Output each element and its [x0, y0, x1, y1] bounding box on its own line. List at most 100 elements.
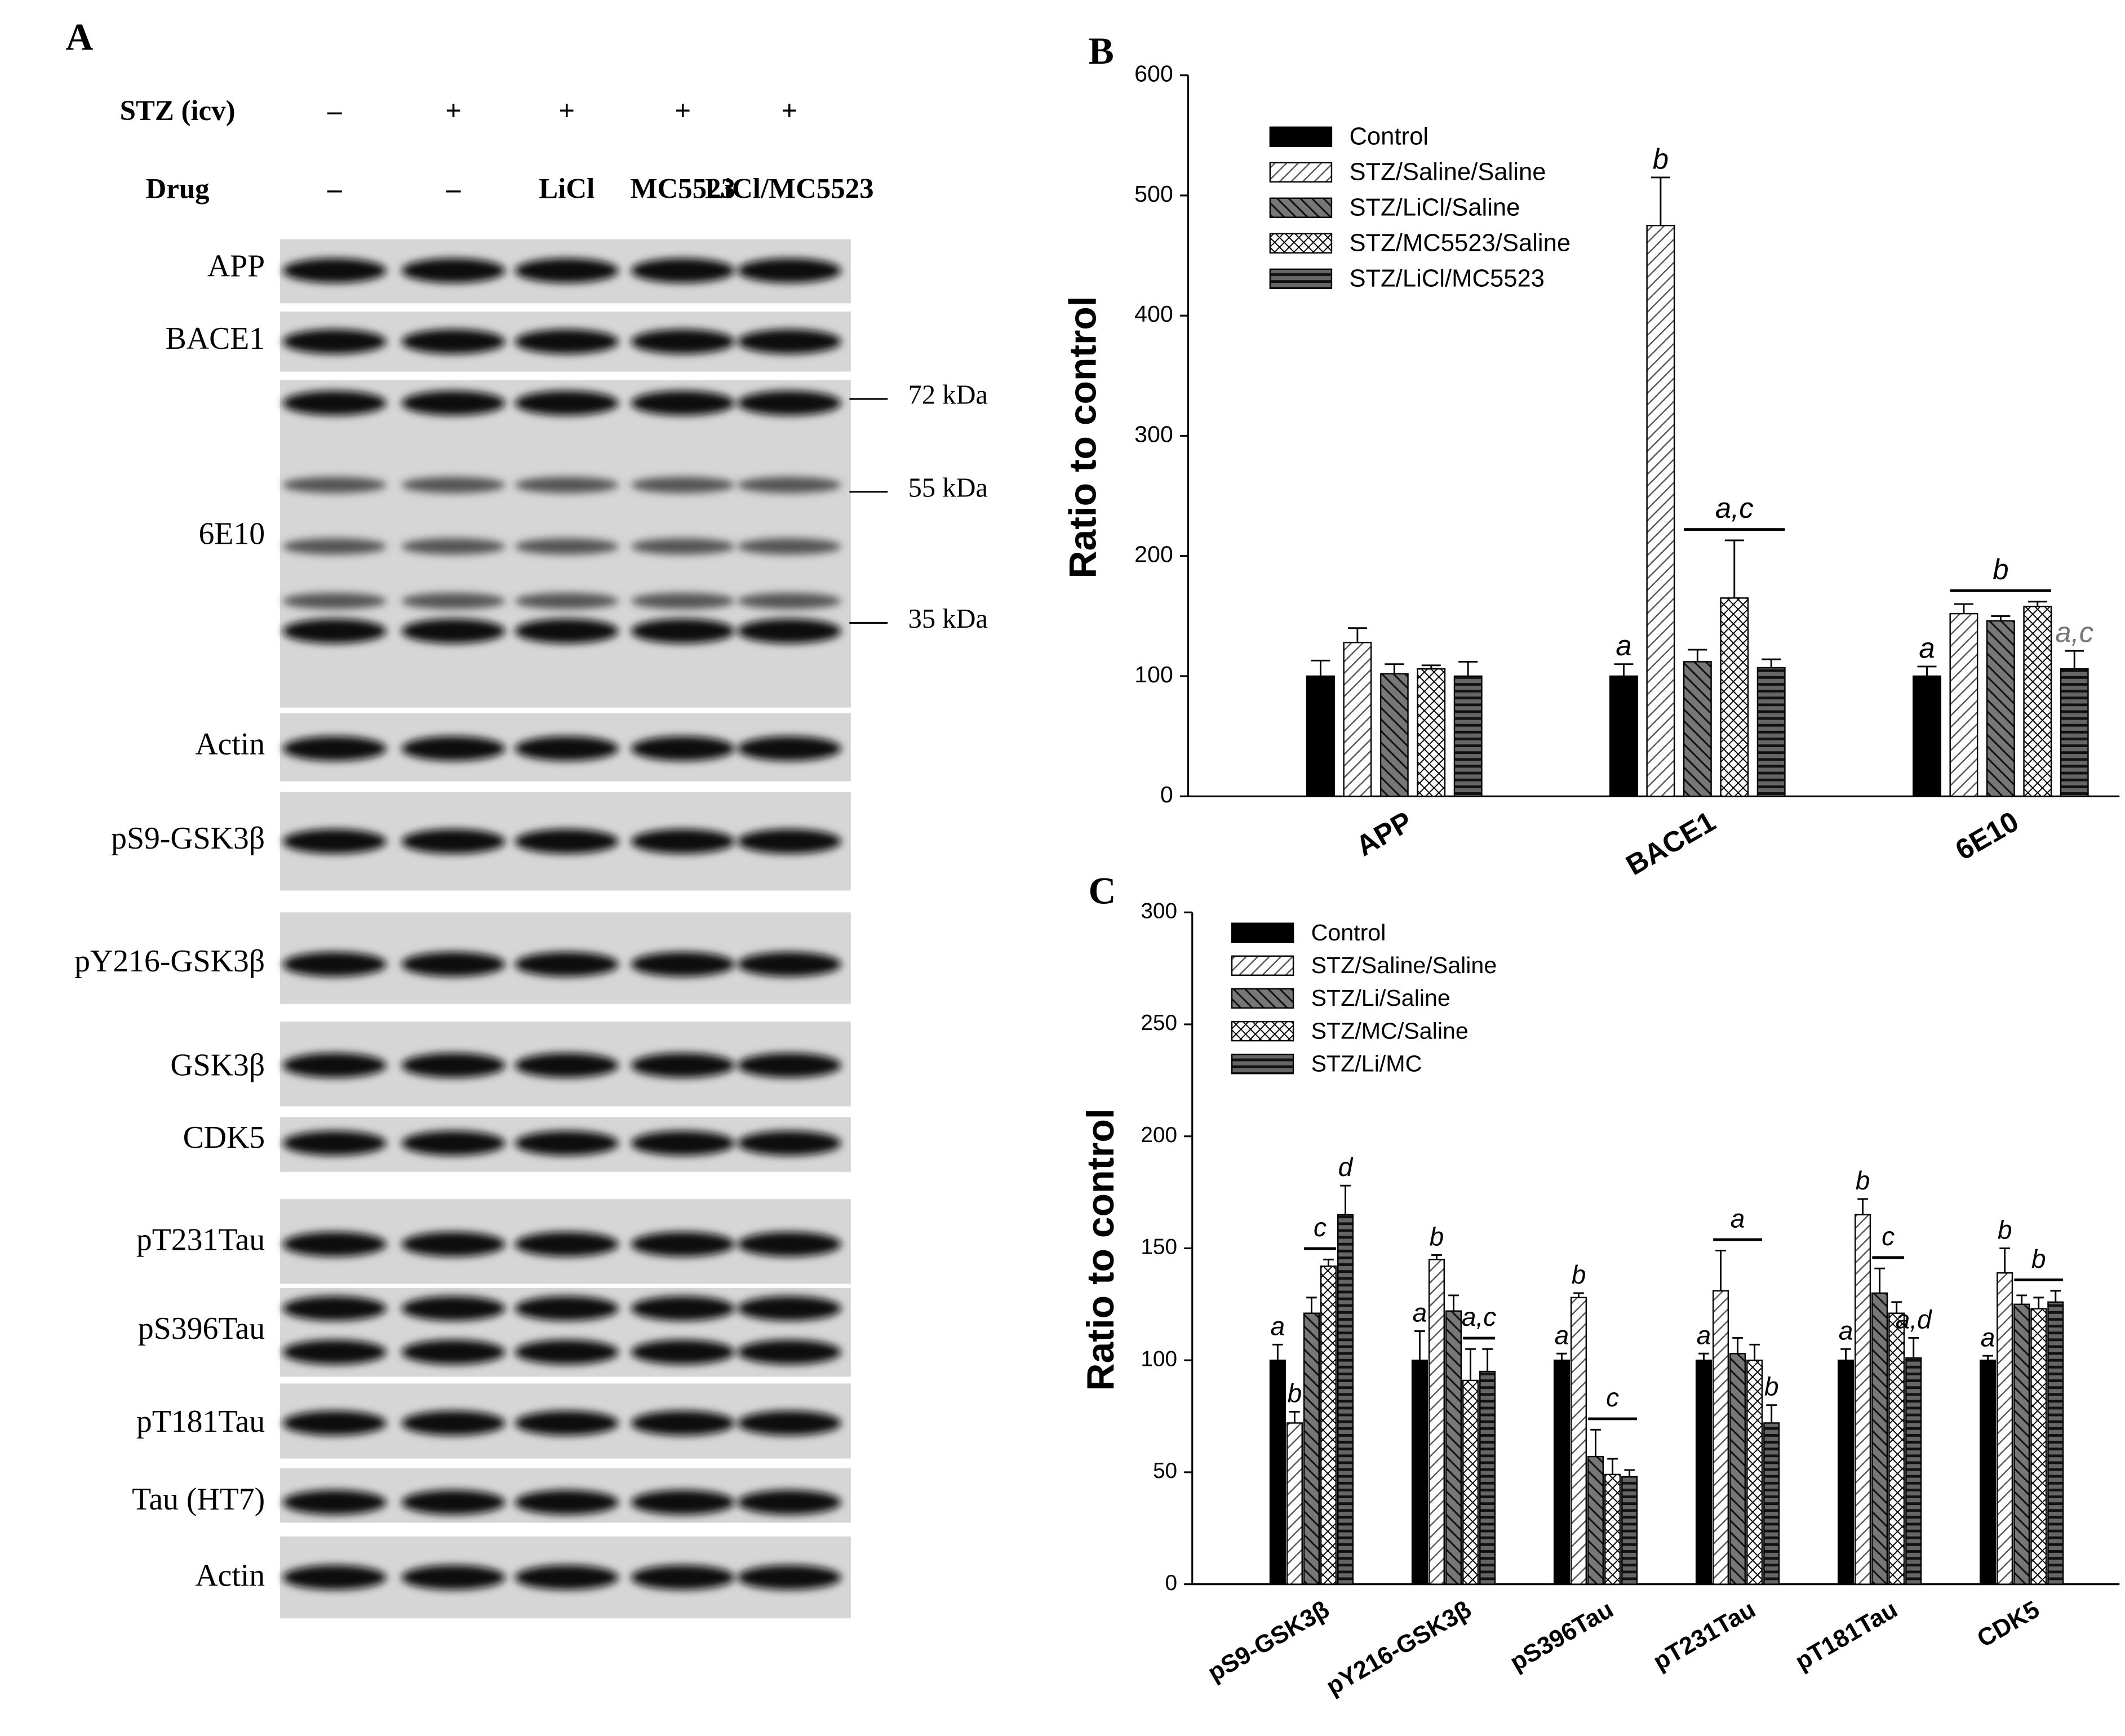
- bar: [1905, 1357, 1922, 1585]
- band: [401, 736, 505, 761]
- error-bar: [1749, 1343, 1760, 1361]
- band: [282, 619, 387, 643]
- bar: [1587, 1455, 1604, 1585]
- lane-label: +: [558, 95, 575, 127]
- y-tick-label: 0: [1165, 1571, 1178, 1595]
- error-bar: [1323, 1258, 1334, 1267]
- y-tick-label: 300: [1134, 421, 1173, 447]
- band: [401, 1410, 505, 1436]
- row-label: STZ (icv): [120, 95, 236, 127]
- blot-label: CDK5: [183, 1120, 265, 1155]
- bar: [1646, 225, 1675, 797]
- bar: [1479, 1370, 1496, 1585]
- blot-label: pY216-GSK3β: [74, 944, 265, 979]
- band: [401, 593, 505, 610]
- band: [514, 952, 619, 977]
- significance-label: b: [1572, 1260, 1586, 1289]
- x-tick-label: pS9-GSK3β: [1204, 1596, 1334, 1687]
- error-bar: [2016, 1294, 2028, 1304]
- x-tick-label: pT181Tau: [1791, 1596, 1902, 1676]
- bar: [1949, 612, 1978, 797]
- band: [401, 1490, 505, 1515]
- band: [631, 619, 735, 643]
- blot-label: pT181Tau: [136, 1404, 265, 1439]
- band: [282, 1490, 387, 1515]
- significance-label: b: [1856, 1166, 1870, 1195]
- bar: [1712, 1290, 1729, 1585]
- bar: [1337, 1214, 1354, 1585]
- legend-swatch: [1269, 126, 1333, 147]
- bar: [1746, 1359, 1763, 1585]
- band: [282, 1339, 387, 1365]
- bar: [1462, 1379, 1479, 1585]
- bar: [1763, 1422, 1780, 1585]
- bar: [1855, 1214, 1871, 1585]
- band: [401, 390, 505, 416]
- marker-label: 35 kDa: [908, 604, 988, 634]
- band: [401, 1131, 505, 1156]
- band: [737, 952, 841, 977]
- bar: [1417, 668, 1446, 797]
- band: [282, 329, 387, 354]
- x-tick-label: pT231Tau: [1649, 1596, 1760, 1676]
- bar: [1695, 1359, 1713, 1585]
- error-bar: [1414, 1330, 1425, 1361]
- bar: [1683, 661, 1712, 797]
- x-tick-label: BACE1: [1621, 805, 1721, 882]
- lane-label: –: [446, 173, 461, 205]
- legend-swatch: [1269, 162, 1333, 183]
- y-tick-label: 250: [1141, 1011, 1177, 1035]
- band: [401, 1053, 505, 1078]
- y-axis-label: Ratio to control: [1080, 1108, 1122, 1391]
- band: [631, 1296, 735, 1321]
- error-bar: [1272, 1343, 1283, 1361]
- band: [282, 477, 387, 494]
- band: [631, 329, 735, 354]
- band: [514, 1232, 619, 1257]
- significance-label: c: [1314, 1213, 1327, 1242]
- significance-label: a: [1919, 632, 1935, 664]
- error-bar: [1590, 1428, 1601, 1457]
- legend-swatch: [1269, 268, 1333, 289]
- y-tick-label: 100: [1134, 661, 1173, 687]
- band: [631, 390, 735, 416]
- error-bar: [1724, 539, 1744, 598]
- band: [514, 1131, 619, 1156]
- band: [514, 829, 619, 854]
- error-bar: [2065, 650, 2084, 669]
- significance-label: b: [1288, 1379, 1302, 1408]
- legend-swatch: [1231, 922, 1294, 943]
- significance-label: c: [1606, 1383, 1619, 1412]
- lane-label: –: [327, 173, 342, 205]
- band: [737, 477, 841, 494]
- bar: [1411, 1359, 1428, 1585]
- band: [514, 538, 619, 555]
- bar: [1570, 1297, 1587, 1585]
- significance-label: a,c: [2055, 616, 2093, 649]
- band: [282, 1232, 387, 1257]
- legend-label: STZ/Li/Saline: [1311, 985, 1450, 1011]
- legend-swatch: [1269, 233, 1333, 254]
- bar: [1621, 1476, 1638, 1585]
- band: [631, 1490, 735, 1515]
- band: [514, 390, 619, 416]
- band: [282, 829, 387, 854]
- significance-label: b: [1430, 1222, 1444, 1251]
- bar: [2013, 1303, 2030, 1585]
- bar: [2030, 1308, 2047, 1585]
- blot-label: BACE1: [166, 321, 265, 356]
- legend-label: STZ/Saline/Saline: [1349, 159, 1546, 186]
- band: [282, 952, 387, 977]
- blot-label: pS9-GSK3β: [111, 821, 265, 856]
- band: [631, 952, 735, 977]
- panel-label: A: [65, 16, 93, 59]
- error-bar: [1762, 658, 1781, 668]
- significance-label: a,c: [1462, 1302, 1496, 1331]
- band: [514, 477, 619, 494]
- bar: [1553, 1359, 1570, 1585]
- band: [514, 1565, 619, 1590]
- legend-label: STZ/MC/Saline: [1311, 1018, 1469, 1044]
- band: [401, 829, 505, 854]
- band: [737, 1053, 841, 1078]
